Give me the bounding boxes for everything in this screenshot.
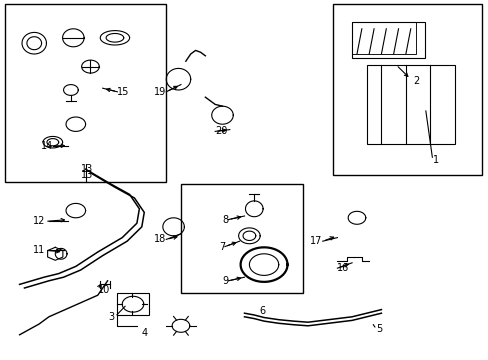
Text: 13: 13 xyxy=(81,170,93,180)
Text: 9: 9 xyxy=(222,276,228,286)
Bar xyxy=(117,293,149,315)
Text: 11: 11 xyxy=(33,245,45,255)
Text: 10: 10 xyxy=(98,285,110,295)
Text: 12: 12 xyxy=(33,216,45,226)
Bar xyxy=(332,4,481,175)
Text: 17: 17 xyxy=(310,236,322,246)
Text: 4: 4 xyxy=(142,328,148,338)
Bar xyxy=(5,4,166,182)
Text: 2: 2 xyxy=(412,76,419,86)
Bar xyxy=(351,22,425,58)
Text: 19: 19 xyxy=(154,87,166,97)
Text: 3: 3 xyxy=(108,312,115,322)
Text: 1: 1 xyxy=(432,155,438,165)
Text: 7: 7 xyxy=(218,242,224,252)
Text: 8: 8 xyxy=(222,215,228,225)
Text: 15: 15 xyxy=(117,87,129,97)
Text: 5: 5 xyxy=(376,324,382,334)
Text: 13: 13 xyxy=(81,164,93,174)
Text: 16: 16 xyxy=(337,263,349,273)
Bar xyxy=(351,22,415,54)
Bar xyxy=(181,184,303,293)
Text: 18: 18 xyxy=(154,234,166,244)
Text: 14: 14 xyxy=(41,141,53,151)
Text: 6: 6 xyxy=(259,306,265,316)
Bar xyxy=(366,65,454,144)
Text: 20: 20 xyxy=(215,126,227,136)
